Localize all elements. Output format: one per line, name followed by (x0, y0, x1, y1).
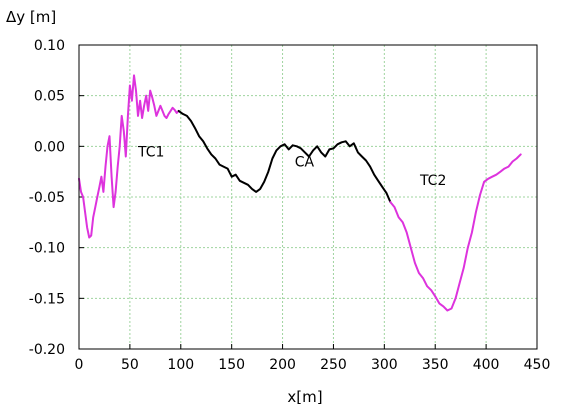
annotation-ca: CA (295, 155, 315, 171)
x-tick-label: 100 (167, 357, 194, 373)
series-line-tc2 (389, 153, 522, 312)
annotations: TC1 CA TC2 (137, 144, 446, 188)
annotation-tc1: TC1 (137, 144, 164, 160)
y-tick-label: -0.05 (29, 190, 65, 206)
x-tick-label: 250 (320, 357, 347, 373)
y-axis-title: Δy [m] (6, 8, 56, 26)
x-tick-label: 200 (269, 357, 296, 373)
y-tick-label: 0.00 (34, 139, 65, 155)
data-series (78, 74, 522, 312)
x-tick-label: 350 (422, 357, 449, 373)
series-line-tc1 (78, 74, 180, 239)
x-tick-label: 0 (75, 357, 84, 373)
tick-labels: 0 50 100 150 200 250 300 350 400 450 -0.20 -0.15 -0.… (29, 38, 551, 373)
plot-frame (78, 44, 538, 350)
x-tick-label: 150 (218, 357, 245, 373)
grid (79, 45, 537, 349)
y-tick-label: -0.10 (29, 241, 65, 257)
y-tick-label: -0.20 (29, 342, 65, 358)
y-tick-label: 0.05 (34, 89, 65, 105)
x-axis-title: x[m] (287, 388, 322, 406)
series-line-ca (177, 109, 392, 204)
y-tick-label: 0.10 (34, 38, 65, 54)
x-tick-label: 450 (524, 357, 551, 373)
x-tick-label: 50 (121, 357, 139, 373)
annotation-tc2: TC2 (419, 173, 446, 189)
x-tick-label: 300 (371, 357, 398, 373)
y-tick-label: -0.15 (29, 291, 65, 307)
x-tick-label: 400 (473, 357, 500, 373)
